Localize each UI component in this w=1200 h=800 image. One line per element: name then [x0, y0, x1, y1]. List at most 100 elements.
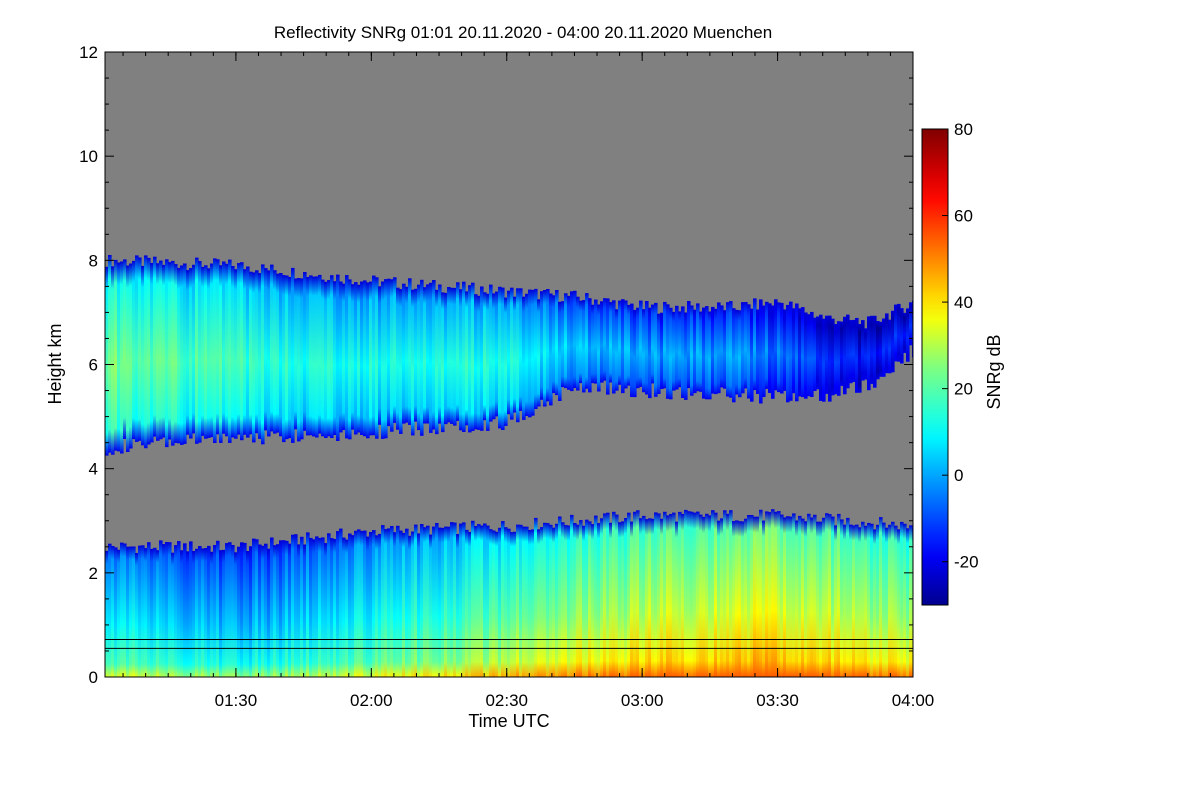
cloud-column: [696, 511, 700, 677]
cloud-column: [876, 524, 880, 677]
cloud-column: [198, 546, 202, 677]
cloud-column: [243, 269, 247, 435]
cloud-column: [516, 288, 520, 423]
y-tick-label-6: 12: [79, 43, 98, 62]
cloud-column: [303, 272, 307, 431]
cloud-column: [582, 300, 586, 393]
cloud-column: [435, 523, 439, 677]
cloud-column: [693, 309, 697, 394]
cloud-column: [624, 300, 628, 389]
cloud-column: [501, 287, 505, 430]
cloud-column: [633, 511, 637, 677]
cloud-column: [522, 296, 526, 420]
lower-cloud-layer: [105, 509, 913, 677]
cloud-column: [864, 328, 868, 380]
cloud-column: [684, 509, 688, 677]
cloud-column: [741, 302, 745, 394]
cloud-column: [471, 520, 475, 677]
cloud-column: [486, 293, 490, 431]
cloud-column: [288, 543, 292, 677]
cloud-column: [840, 519, 844, 677]
cloud-column: [657, 513, 661, 677]
cloud-column: [564, 293, 568, 389]
cloud-column: [327, 280, 331, 437]
cloud-column: [801, 518, 805, 677]
cloud-column: [894, 525, 898, 677]
cloud-column: [183, 543, 187, 677]
cloud-column: [159, 260, 163, 440]
cloud-column: [207, 545, 211, 677]
y-tick-label-5: 10: [79, 147, 98, 166]
cloud-column: [597, 523, 601, 677]
cloud-column: [726, 513, 730, 677]
cloud-column: [576, 524, 580, 677]
cloud-column: [858, 324, 862, 393]
cloud-column: [762, 520, 766, 677]
cloud-column: [900, 308, 904, 364]
cloud-column: [147, 542, 151, 677]
cloud-column: [792, 308, 796, 394]
cloud-column: [246, 551, 250, 677]
cloud-column: [252, 538, 256, 677]
cloud-column: [240, 262, 244, 441]
cloud-column: [717, 520, 721, 677]
cloud-column: [453, 522, 457, 677]
cloud-column: [291, 534, 295, 677]
cloud-column: [399, 289, 403, 434]
cloud-column: [861, 320, 865, 381]
cloud-column: [285, 540, 289, 677]
cloud-column: [210, 551, 214, 677]
cloud-column: [639, 300, 643, 387]
cloud-column: [744, 518, 748, 677]
cloud-column: [885, 527, 889, 677]
cloud-column: [732, 308, 736, 403]
cloud-column: [357, 529, 361, 677]
cloud-column: [732, 521, 736, 677]
cloud-column: [234, 552, 238, 677]
cloud-column: [795, 520, 799, 677]
cloud-column: [228, 259, 232, 443]
cloud-column: [846, 517, 850, 677]
cloud-column: [360, 530, 364, 677]
cloud-column: [678, 511, 682, 677]
cloud-column: [801, 307, 805, 398]
cloud-column: [186, 270, 190, 435]
cloud-column: [651, 304, 655, 384]
cloud-column: [834, 525, 838, 677]
cloud-column: [255, 539, 259, 677]
cloud-column: [612, 300, 616, 394]
cloud-column: [717, 302, 721, 394]
cloud-column: [531, 289, 535, 416]
cloud-column: [282, 540, 286, 677]
cloud-column: [222, 549, 226, 677]
cloud-column: [723, 310, 727, 389]
cloud-column: [615, 309, 619, 391]
cloud-column: [570, 514, 574, 677]
cloud-column: [528, 289, 532, 418]
cloud-column: [159, 540, 163, 677]
cloud-column: [804, 521, 808, 677]
cloud-column: [618, 300, 622, 385]
cloud-column: [693, 512, 697, 677]
cloud-column: [726, 302, 730, 397]
cloud-column: [420, 524, 424, 677]
cloud-column: [201, 548, 205, 677]
cloud-column: [408, 278, 412, 425]
cloud-column: [483, 523, 487, 677]
cloud-column: [654, 302, 658, 397]
cloud-column: [123, 543, 127, 677]
cloud-column: [711, 510, 715, 677]
cloud-column: [669, 514, 673, 677]
cloud-column: [492, 293, 496, 420]
cloud-column: [183, 263, 187, 444]
cloud-column: [279, 540, 283, 677]
cloud-column: [513, 296, 517, 413]
cloud-column: [129, 263, 133, 449]
cloud-column: [441, 527, 445, 677]
cloud-column: [105, 550, 109, 677]
cloud-column: [180, 550, 184, 677]
cloud-column: [765, 511, 769, 677]
cloud-column: [390, 526, 394, 677]
cloud-column: [831, 516, 835, 677]
cloud-column: [255, 270, 259, 434]
